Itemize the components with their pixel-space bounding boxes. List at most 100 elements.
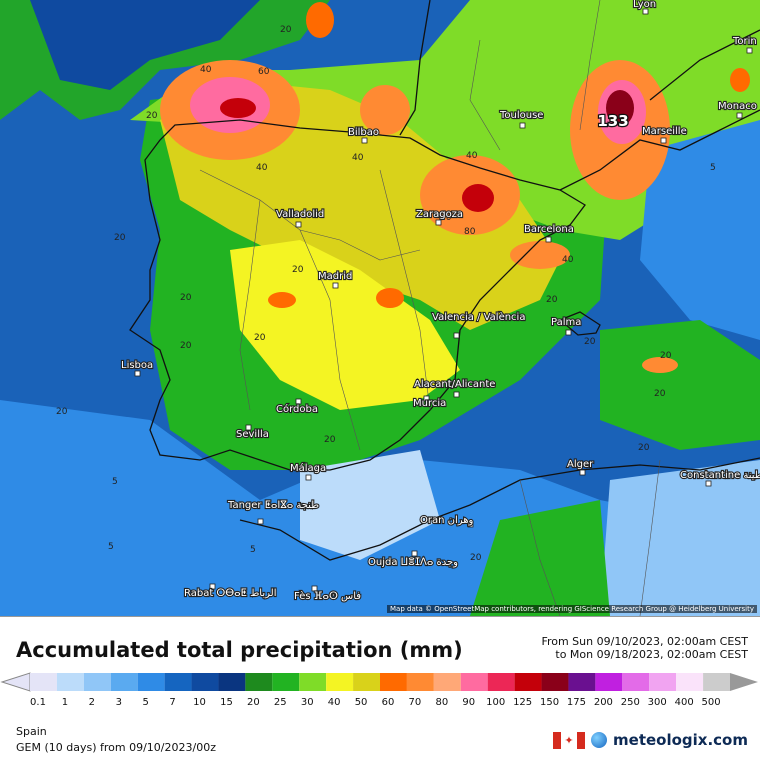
colorbar-bin <box>30 673 57 691</box>
city-marker <box>423 395 430 402</box>
contour-label: 5 <box>112 477 118 487</box>
city-label-oujda: Oujda ⵡⴻⵊⴷⴰ وجدة <box>368 557 458 568</box>
colorbar-tick-label: 5 <box>142 697 149 708</box>
brand-name[interactable]: meteologix.com <box>613 731 748 749</box>
contour-label: 5 <box>710 163 716 173</box>
city-marker <box>467 521 474 528</box>
contour-label: 60 <box>258 67 270 77</box>
colorbar-bin <box>406 673 434 691</box>
city-marker <box>295 221 302 228</box>
colorbar-bin <box>487 673 515 691</box>
contour-label: 20 <box>638 443 650 453</box>
colorbar-tick-label: 175 <box>566 697 586 708</box>
city-label-palma: Palma <box>551 317 581 328</box>
city-marker <box>660 137 667 144</box>
colorbar-bin <box>218 673 246 691</box>
city-marker <box>245 424 252 431</box>
colorbar-bin <box>299 673 327 691</box>
colorbar-bin <box>191 673 219 691</box>
city-label-fes: Fès ⴼⴰⵙ فاس <box>294 590 361 602</box>
brand[interactable]: ✦ meteologix.com <box>553 731 748 749</box>
city-marker <box>705 480 712 487</box>
colorbar-tick-label: 2 <box>88 697 96 708</box>
colorbar-tick-label: 25 <box>273 697 287 708</box>
region-label: Spain <box>16 725 47 738</box>
contour-label: 20 <box>180 293 192 303</box>
city-label-cordoba: Córdoba <box>276 403 318 415</box>
city-label-monaco: Monaco <box>718 101 757 112</box>
city-marker <box>453 332 460 339</box>
city-marker <box>361 137 368 144</box>
contour-label: 20 <box>584 337 596 347</box>
city-label-sevilla: Sevilla <box>236 429 269 440</box>
contour-label: 5 <box>250 545 256 555</box>
city-marker <box>736 112 743 119</box>
colorbar <box>0 672 758 692</box>
colorbar-bin <box>164 673 192 691</box>
colorbar-tick-label: 250 <box>620 697 640 708</box>
contour-label: 20 <box>146 111 158 121</box>
city-marker <box>305 474 312 481</box>
contour-label: 20 <box>292 265 304 275</box>
city-label-malaga: Málaga <box>290 462 326 474</box>
legend-title: Accumulated total precipitation (mm) <box>16 638 463 662</box>
city-label-valencia: Valencia / València <box>432 311 525 323</box>
map-attribution: Map data © OpenStreetMap contributors, r… <box>387 605 757 613</box>
colorbar-bin <box>622 673 650 691</box>
colorbar-bin <box>56 673 84 691</box>
city-label-zaragoza: Zaragoza <box>416 209 463 220</box>
colorbar-bin <box>110 673 138 691</box>
max-value-label: 133 <box>597 112 628 130</box>
city-marker <box>332 282 339 289</box>
city-marker <box>565 329 572 336</box>
colorbar-tick-label: 80 <box>435 697 449 708</box>
city-label-bilbao: Bilbao <box>348 127 379 138</box>
coastline <box>129 0 760 561</box>
colorbar-tick-label: 125 <box>513 697 533 708</box>
city-marker <box>257 518 264 525</box>
borders <box>199 0 661 616</box>
contour-label: 40 <box>256 163 268 173</box>
colorbar-bin <box>541 673 569 691</box>
colorbar-tick-label: 15 <box>220 697 233 708</box>
city-label-alger: Alger <box>567 459 594 470</box>
contour-label: 20 <box>280 25 292 35</box>
city-label-lyon: Lyon <box>633 0 656 10</box>
city-label-barcelona: Barcelona <box>524 224 574 235</box>
colorbar-tick-label: 150 <box>539 697 560 708</box>
colorbar-tick-label: 0.1 <box>30 697 46 708</box>
globe-icon <box>591 732 608 748</box>
city-marker <box>134 370 141 377</box>
colorbar-bin <box>568 673 596 691</box>
colorbar-bin <box>676 673 704 691</box>
colorbar-bin <box>326 673 354 691</box>
colorbar-bin <box>353 673 380 691</box>
city-markers: Lyon Torin Monaco Marseille Toulouse Bil… <box>120 0 760 603</box>
city-marker <box>209 583 216 590</box>
model-label: GEM (10 days) from 09/10/2023/00z <box>16 741 216 754</box>
colorbar-tick-label: 10 <box>193 697 206 708</box>
city-label-madrid: Madrid <box>318 271 352 282</box>
contour-label: 80 <box>464 227 476 237</box>
city-label-rabat: Rabat ⵔⴱⴰⵟ الرباط <box>184 588 276 599</box>
colorbar-bin <box>595 673 623 691</box>
city-label-toulouse: Toulouse <box>499 110 543 121</box>
colorbar-tick-label: 60 <box>381 697 395 708</box>
date-from: From Sun 09/10/2023, 02:00am CEST <box>541 635 748 648</box>
colorbar-bin <box>137 673 165 691</box>
contour-label: 5 <box>108 542 114 552</box>
colorbar-tick-label: 300 <box>647 697 667 708</box>
colorbar-bin <box>272 673 300 691</box>
city-marker <box>311 585 318 592</box>
city-label-tanger: Tanger ⵟⴰⵏⴵⴰ طنجة <box>227 500 319 511</box>
colorbar-bin <box>703 673 730 691</box>
contour-labels: 40 60 20 40 20 20 20 40 40 80 40 20 20 2… <box>56 25 716 563</box>
legend-panel: Accumulated total precipitation (mm) Fro… <box>0 616 760 761</box>
contour-label: 40 <box>200 65 212 75</box>
colorbar-tick-label: 100 <box>486 697 506 708</box>
colorbar-arrow-left <box>0 672 31 692</box>
colorbar-tick-label: 500 <box>701 697 721 708</box>
city-marker <box>579 469 586 476</box>
contour-label: 20 <box>546 295 558 305</box>
contour-label: 20 <box>56 407 68 417</box>
